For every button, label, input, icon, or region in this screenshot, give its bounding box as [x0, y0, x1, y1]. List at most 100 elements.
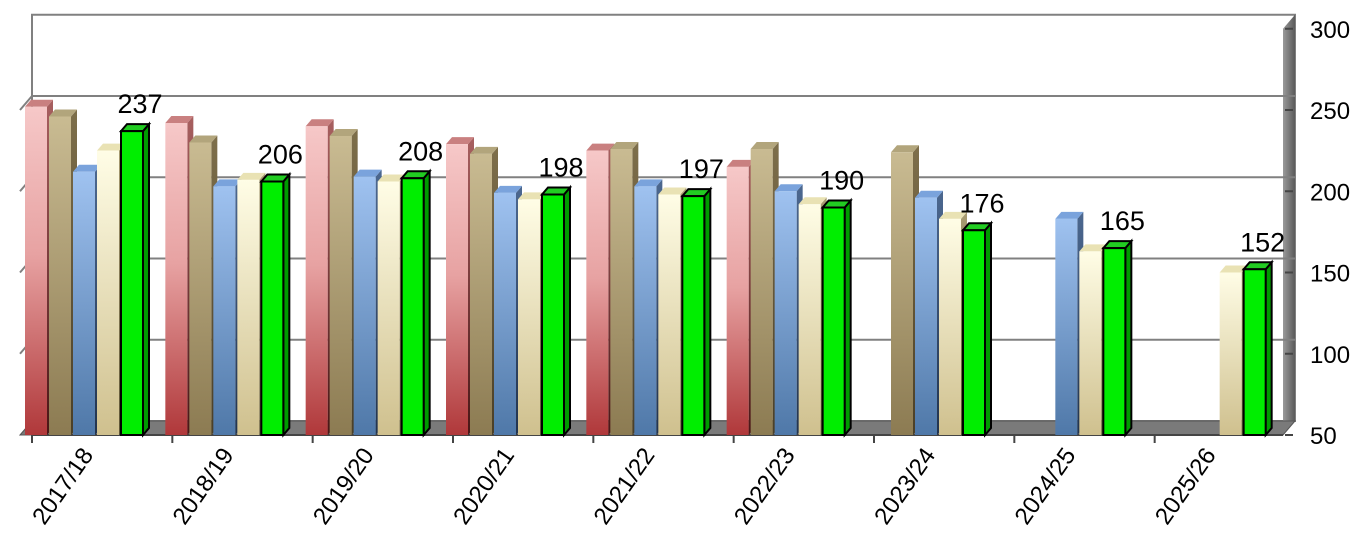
bar [634, 179, 663, 435]
bar-top [1079, 244, 1108, 252]
bar-front [681, 195, 706, 436]
bar-top [820, 199, 853, 209]
bar-top [518, 192, 546, 200]
bar-front [586, 150, 609, 435]
bar [774, 184, 803, 435]
bar [915, 190, 943, 435]
bar [1241, 259, 1274, 438]
bar-top [680, 188, 713, 198]
bar-front [541, 193, 565, 436]
bar-top [586, 143, 615, 151]
bar-top [470, 146, 498, 154]
bar-top [634, 179, 663, 187]
bar-front [73, 171, 95, 435]
bar [49, 109, 77, 435]
bar-top [49, 109, 77, 117]
bar-front [377, 181, 400, 435]
x-tick-label: 2025/26 [1150, 443, 1222, 530]
bar [470, 146, 498, 435]
bar-top [97, 143, 125, 151]
bar-top [494, 185, 522, 193]
bar-top [237, 172, 266, 180]
bar-front [260, 180, 285, 436]
x-tick-label: 2017/18 [27, 443, 99, 530]
data-label: 176 [959, 188, 1004, 218]
bar-top [915, 190, 943, 198]
data-label: 197 [679, 154, 724, 184]
bar [213, 179, 242, 435]
bar-front [939, 218, 961, 435]
bar-front [470, 153, 492, 435]
bar [680, 186, 713, 438]
data-label: 237 [117, 89, 162, 119]
bar-top [1241, 261, 1274, 271]
bar-top [1219, 265, 1248, 273]
bar [1055, 211, 1084, 435]
bar-front [518, 199, 540, 435]
bar [891, 145, 919, 435]
bar [259, 171, 292, 438]
x-tick-label: 2019/20 [308, 443, 380, 530]
bar-front [821, 206, 846, 436]
y-tick-label: 300 [1310, 17, 1350, 44]
bar-front [213, 186, 236, 435]
bar-top [539, 186, 573, 196]
bar-top [939, 211, 967, 219]
bar [494, 185, 522, 435]
bar-top [259, 173, 292, 183]
bar-front [1219, 272, 1242, 435]
bar-top [118, 123, 152, 133]
bar-front [962, 229, 986, 436]
data-label: 152 [1240, 227, 1285, 257]
bar [446, 137, 474, 435]
x-tick-label: 2018/19 [168, 443, 240, 530]
bar-top [1055, 211, 1084, 219]
bar-front [237, 179, 260, 435]
bar-top [399, 170, 432, 180]
bar-top [446, 137, 474, 145]
bar-front [446, 144, 468, 435]
bar-front [165, 123, 188, 435]
bar-front [1055, 218, 1078, 435]
bar [353, 169, 382, 435]
gridline-depth [19, 95, 33, 111]
bar [960, 220, 994, 438]
bar [726, 159, 755, 435]
bar-front [726, 166, 749, 435]
bar [610, 142, 639, 435]
bar [1101, 238, 1134, 438]
bar-top [329, 129, 358, 136]
x-tick-label: 2023/24 [869, 443, 941, 530]
bar-front [915, 197, 937, 435]
x-tick-label: 2021/22 [589, 443, 661, 530]
bar-front [49, 116, 71, 435]
data-label: 190 [819, 166, 864, 196]
bar-front [400, 177, 425, 436]
data-label: 198 [538, 153, 583, 183]
bar-front [891, 152, 913, 435]
y-tick-label: 150 [1310, 261, 1350, 288]
bar-top [750, 142, 779, 149]
bar-top [774, 184, 803, 192]
bar [25, 99, 53, 435]
bar [73, 164, 101, 435]
y-tick-label: 200 [1310, 179, 1350, 206]
bar-top [726, 159, 755, 167]
y-tick-label: 250 [1310, 98, 1350, 125]
bar-front [1102, 247, 1127, 436]
bar-top [798, 197, 827, 205]
bar-front [1079, 251, 1102, 435]
side-wall [1283, 14, 1295, 435]
data-label: 206 [258, 140, 303, 170]
bar-front [305, 126, 328, 435]
bar-top [1101, 240, 1134, 250]
bar-top [189, 135, 218, 143]
bar-top [165, 116, 194, 123]
bar [305, 119, 334, 435]
bar-front [634, 186, 657, 435]
bar [750, 142, 779, 435]
bar-front [798, 204, 821, 435]
bar [165, 116, 194, 435]
